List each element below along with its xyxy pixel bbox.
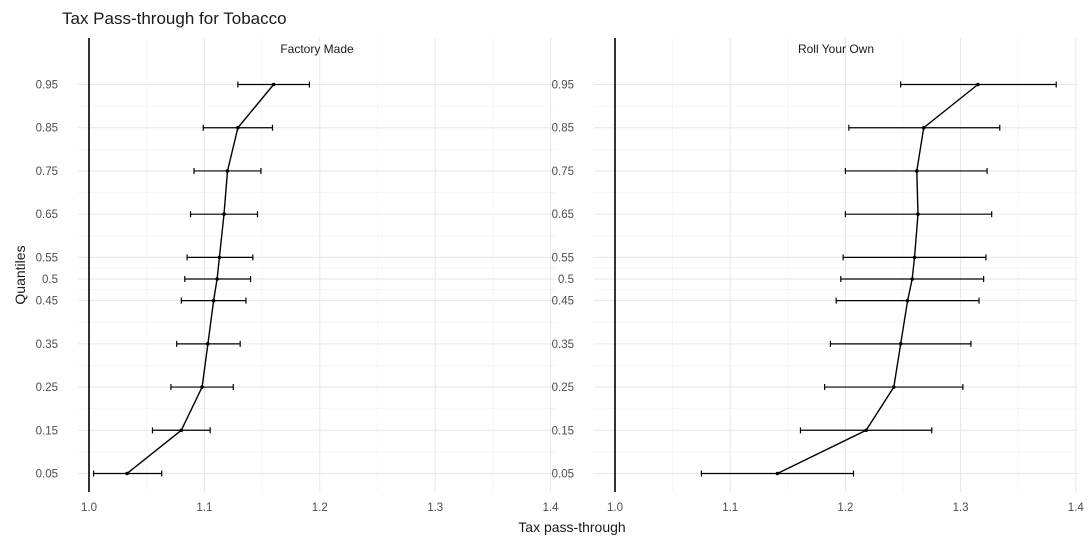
estimate-point — [217, 255, 222, 260]
y-tick-label: 0.35 — [36, 339, 58, 351]
y-tick-label: 0.75 — [36, 166, 58, 178]
estimate-point — [206, 342, 210, 346]
x-tick-label: 1.2 — [837, 502, 853, 514]
estimate-point — [916, 212, 920, 216]
y-tick-label: 0.5 — [42, 274, 58, 286]
y-tick-label: 0.85 — [552, 123, 574, 135]
estimate-point — [179, 428, 184, 433]
estimate-point — [222, 212, 226, 216]
y-tick-label: 0.55 — [36, 252, 58, 264]
estimate-point — [200, 385, 204, 389]
y-tick-label: 0.45 — [552, 296, 574, 308]
y-tick-label: 0.15 — [552, 425, 574, 437]
chart-title: Tax Pass-through for Tobacco — [62, 9, 287, 28]
x-tick-label: 1.2 — [312, 502, 328, 514]
panel-factory-made: 1.0 1.1 1.2 1.3 1.4 0.05 0.15 0.25 0.35 0.45 0.5 0.… — [36, 38, 560, 514]
y-tick-label: 0.95 — [36, 80, 58, 92]
y-tick-label: 0.85 — [36, 123, 58, 135]
panel-title: Factory Made — [280, 42, 354, 56]
x-tick-label: 1.3 — [953, 502, 969, 514]
x-tick-label: 1.1 — [196, 502, 212, 514]
estimate-point — [211, 298, 216, 303]
x-tick-label: 1.3 — [427, 502, 443, 514]
y-tick-label: 0.45 — [36, 296, 58, 308]
estimate-point — [215, 277, 219, 281]
y-tick-label: 0.5 — [558, 274, 574, 286]
estimate-point — [898, 342, 903, 346]
estimate-point — [910, 277, 915, 281]
estimate-point — [225, 169, 230, 173]
x-axis-title: Tax pass-through — [518, 519, 625, 535]
y-tick-label: 0.75 — [552, 166, 574, 178]
y-tick-label: 0.15 — [36, 425, 58, 437]
x-tick-label: 1.4 — [1068, 502, 1085, 514]
estimate-point — [271, 82, 276, 87]
panel-title: Roll Your Own — [798, 42, 874, 56]
panel-roll-your-own: 1.0 1.1 1.2 1.3 1.4 0.05 0.15 0.25 0.35 0.45 0.5 0.… — [552, 38, 1085, 514]
estimate-point — [891, 385, 896, 389]
x-tick-label: 1.4 — [543, 502, 560, 514]
y-tick-label: 0.35 — [552, 339, 574, 351]
estimate-point — [905, 298, 910, 303]
y-axis-title: Quantiles — [12, 245, 28, 304]
estimate-point — [864, 428, 868, 433]
y-tick-label: 0.25 — [36, 382, 58, 394]
y-tick-label: 0.95 — [552, 80, 574, 92]
estimate-point — [236, 125, 240, 130]
x-tick-label: 1.1 — [722, 502, 738, 514]
x-tick-label: 1.0 — [81, 502, 97, 514]
estimate-point — [921, 125, 926, 130]
y-tick-label: 0.55 — [552, 252, 574, 264]
estimate-point — [912, 255, 917, 260]
y-tick-label: 0.65 — [552, 209, 574, 221]
estimate-point — [775, 471, 780, 476]
estimate-point — [915, 169, 919, 173]
y-tick-label: 0.05 — [36, 469, 58, 481]
y-tick-label: 0.65 — [36, 209, 58, 221]
x-tick-label: 1.0 — [607, 502, 623, 514]
estimate-point — [125, 471, 129, 476]
y-tick-label: 0.05 — [552, 469, 574, 481]
y-tick-label: 0.25 — [552, 382, 574, 394]
estimate-point — [976, 82, 980, 87]
